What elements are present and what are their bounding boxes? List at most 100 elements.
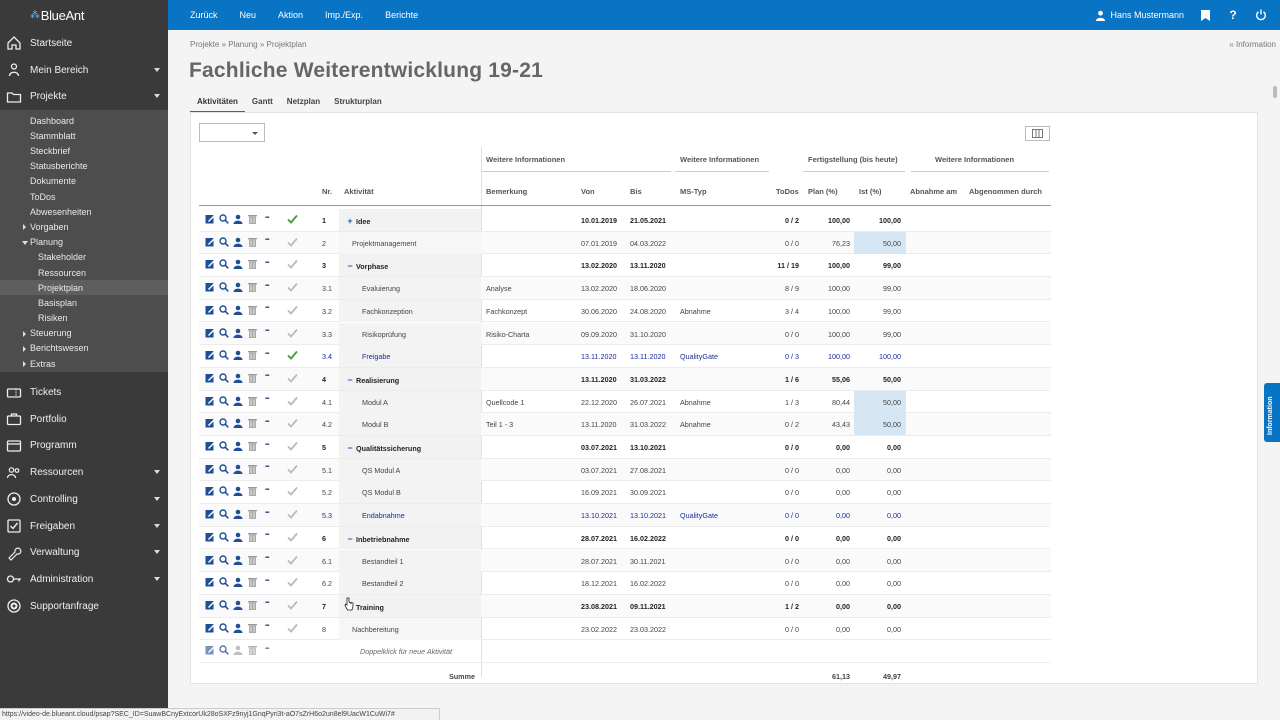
power-icon[interactable] [1254,8,1268,22]
person-icon[interactable] [233,305,243,315]
cell-activity[interactable]: Nachbereitung [352,625,399,634]
tab-aktivitäten[interactable]: Aktivitäten [190,94,245,113]
trash-icon[interactable] [247,555,257,565]
new-activity-placeholder[interactable]: Doppelklick für neue Aktivität [360,647,453,657]
cell-activity[interactable]: Bestandteil 2 [362,579,404,588]
table-row[interactable]: ••• 5.2 16.09.2021 30.09.2021 QS Modul B 0 / … [199,481,1051,505]
column-header-aktivität[interactable]: Aktivität [344,187,374,196]
check-grey-icon[interactable] [287,577,298,590]
search-icon[interactable] [219,214,229,224]
trash-icon[interactable] [247,418,257,429]
nav-tickets[interactable]: Tickets [0,379,168,406]
sidebar-item-abwesenheiten[interactable]: Abwesenheiten [30,206,92,217]
edit-icon[interactable] [205,464,215,474]
edit-icon[interactable] [205,282,215,292]
check-grey-icon[interactable] [287,418,298,431]
scrollbar-thumb[interactable] [1273,86,1277,98]
cell-activity[interactable]: − Qualitätssicherung [346,443,421,453]
trash-icon[interactable] [247,305,257,315]
table-row[interactable]: ••• 6 28.07.2021 16.02.2022 − Inbetriebnahme 0… [199,526,1051,550]
person-icon[interactable] [233,282,243,293]
nav-startseite[interactable]: Startseite [0,30,168,57]
nav-programm[interactable]: Programm [0,433,168,460]
trash-icon[interactable] [247,486,257,497]
user-name[interactable]: Hans Mustermann [1110,10,1184,20]
search-icon[interactable] [219,645,229,656]
search-icon[interactable] [219,236,229,247]
cell-activity[interactable]: − Realisierung [346,375,399,385]
sidebar-item-steuerung[interactable]: Steuerung [0,326,168,341]
check-grey-icon[interactable] [287,396,298,409]
sidebar-item-risiken[interactable]: Risiken [38,313,68,324]
logo[interactable]: ⁂ BlueAnt [0,0,168,30]
cell-activity[interactable]: Projektmanagement [352,239,416,248]
collapse-icon[interactable]: − [347,261,353,272]
check-grey-icon[interactable] [287,623,298,636]
table-row[interactable]: ••• 5.1 03.07.2021 27.08.2021 QS Modul A 0 / … [199,458,1051,482]
more-icon[interactable]: ••• [265,600,269,607]
trash-icon[interactable] [247,373,257,383]
edit-icon[interactable] [205,237,215,247]
search-icon[interactable] [219,600,229,610]
check-grey-icon[interactable] [287,486,298,499]
edit-icon[interactable] [205,555,215,565]
nav-projekte[interactable]: Projekte [0,83,168,110]
edit-icon[interactable] [205,373,215,383]
person-icon[interactable] [233,373,243,383]
sidebar-item-statusberichte[interactable]: Statusberichte [30,161,88,172]
person-icon[interactable] [233,486,243,497]
sidebar-item-dashboard[interactable]: Dashboard [30,115,75,126]
tab-strukturplan[interactable]: Strukturplan [334,97,382,106]
more-icon[interactable]: ••• [265,282,269,289]
person-icon[interactable] [233,577,243,588]
nav-mein-bereich[interactable]: Mein Bereich [0,57,168,84]
column-header-abgenommen-durch[interactable]: Abgenommen durch [969,187,1042,196]
edit-icon[interactable] [205,350,215,360]
table-row[interactable]: ••• 1 10.01.2019 21.05.2021 + Idee 0 / 2 100,00… [199,209,1051,232]
person-icon[interactable] [233,237,243,247]
person-icon[interactable] [233,623,243,633]
trash-icon[interactable] [247,350,257,361]
more-icon[interactable]: ••• [265,441,269,448]
more-icon[interactable]: ••• [265,396,269,403]
trash-icon[interactable] [247,532,257,542]
menu-imp-exp[interactable]: Imp./Exp. [325,10,364,20]
table-row[interactable]: ••• 6.1 28.07.2021 30.11.2021 Bestandteil 1 0… [199,549,1051,573]
person-icon[interactable] [233,464,243,474]
cell-activity[interactable]: − Vorphase [346,261,388,271]
person-icon[interactable] [233,418,243,429]
table-row[interactable]: ••• 3.2 Fachkonzept 30.06.2020 24.08.2020 Abn… [199,299,1051,323]
table-row[interactable]: ••• 5.3 13.10.2021 13.10.2021 QualityGate End… [199,504,1051,527]
edit-icon[interactable] [205,532,215,542]
menu-neu[interactable]: Neu [239,10,257,20]
more-icon[interactable]: ••• [265,509,269,516]
search-icon[interactable] [219,327,229,338]
edit-icon[interactable] [205,259,215,269]
check-grey-icon[interactable] [287,600,298,613]
sidebar-item-projektplan[interactable]: Projektplan [0,280,168,296]
sidebar-item-dokumente[interactable]: Dokumente [30,176,77,187]
trash-icon[interactable] [247,464,257,474]
table-row[interactable]: ••• 3.4 13.11.2020 13.11.2020 QualityGate Fre… [199,345,1051,368]
menu-aktion[interactable]: Aktion [278,10,304,20]
breadcrumb[interactable]: Projekte » Planung » Projektplan [190,40,307,49]
nav-verwaltung[interactable]: Verwaltung [0,539,168,566]
trash-icon[interactable] [247,441,257,451]
person-icon[interactable] [233,509,243,520]
search-icon[interactable] [219,463,229,474]
trash-icon[interactable] [247,577,257,588]
check-grey-icon[interactable] [287,305,298,318]
check-grey-icon[interactable] [287,464,298,477]
search-icon[interactable] [219,305,229,315]
cell-activity[interactable]: Fachkonzeption [362,307,413,316]
person-icon[interactable] [233,645,243,656]
trash-icon[interactable] [247,259,257,270]
check-grey-icon[interactable] [287,509,298,522]
cell-activity[interactable]: QS Modul B [362,488,401,497]
sidebar-item-todos[interactable]: ToDos [30,191,56,202]
edit-icon[interactable] [205,509,215,519]
more-icon[interactable]: ••• [265,645,269,652]
sidebar-item-basisplan[interactable]: Basisplan [38,297,78,308]
check-grey-icon[interactable] [287,259,298,272]
trash-icon[interactable] [247,282,257,293]
